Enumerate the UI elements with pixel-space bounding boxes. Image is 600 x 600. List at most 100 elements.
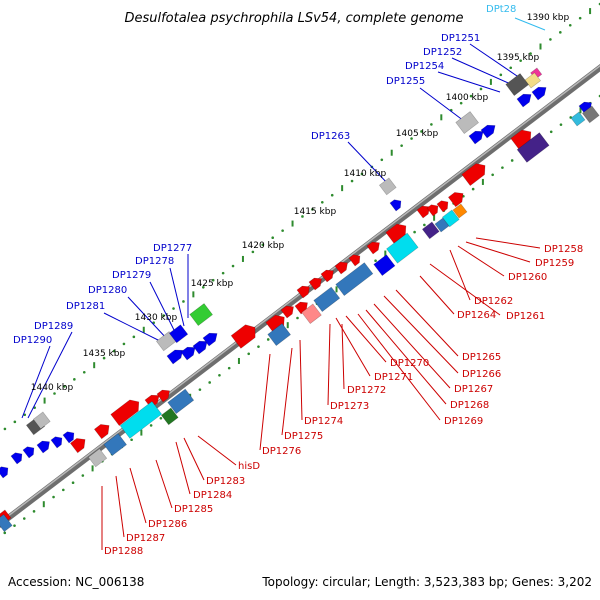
gene-label-dp1264[interactable]: DP1264: [457, 310, 496, 321]
leader-line: [514, 17, 546, 31]
gene-feature: [452, 203, 468, 219]
inner-scale-tick: [247, 352, 251, 356]
map-title: Desulfotalea psychrophila LSv54, complet…: [124, 11, 463, 26]
inner-scale-tick: [130, 438, 133, 442]
outer-scale-tick: [509, 66, 513, 70]
gene-label-dpt28[interactable]: DPt28: [486, 4, 516, 15]
outer-scale-tick: [360, 172, 364, 176]
gene-label-dp1283[interactable]: DP1283: [206, 476, 245, 487]
inner-scale-tick: [62, 488, 65, 492]
gene-feature: [313, 286, 341, 312]
gene-feature: [87, 448, 108, 468]
gene-label-dp1260[interactable]: DP1260: [508, 272, 547, 283]
gene-feature: [308, 277, 322, 291]
leader-line: [103, 312, 167, 345]
gene-label-dp1279[interactable]: DP1279: [112, 270, 151, 281]
gene-label-dp1265[interactable]: DP1265: [462, 352, 501, 363]
gene-label-dp1269[interactable]: DP1269: [444, 416, 483, 427]
gene-feature: [335, 262, 374, 296]
gene-feature: [22, 446, 35, 459]
leader-line: [419, 87, 469, 125]
outer-scale-tick: [201, 285, 205, 289]
gene-label-dp1268[interactable]: DP1268: [450, 400, 489, 411]
leader-lines: [21, 17, 546, 550]
gene-label-dp1267[interactable]: DP1267: [454, 384, 493, 395]
inner-scale-tick: [559, 123, 563, 126]
gene-label-dp1281[interactable]: DP1281: [66, 301, 105, 312]
gene-feature: [389, 199, 402, 212]
gene-label-dp1263[interactable]: DP1263: [311, 131, 350, 142]
leader-line: [335, 317, 371, 377]
scale-label-1400-kbp: 1400 kbp: [446, 93, 489, 103]
scale-label-1420-kbp: 1420 kbp: [242, 241, 285, 251]
leader-line: [457, 245, 505, 277]
gene-feature: [334, 261, 348, 275]
inner-scale-tick: [510, 159, 514, 162]
outer-scale-tick: [162, 314, 165, 317]
outer-scale-tick: [400, 144, 403, 147]
gene-label-dp1259[interactable]: DP1259: [535, 258, 574, 269]
scale-label-1435-kbp: 1435 kbp: [83, 349, 126, 359]
gene-label-dp1252[interactable]: DP1252: [423, 47, 462, 58]
inner-scale-tick: [296, 316, 299, 320]
inner-scale-tick: [218, 373, 221, 377]
gene-feature: [32, 411, 51, 430]
inner-scale-tick: [501, 166, 504, 169]
gene-label-dp1251[interactable]: DP1251: [441, 33, 480, 44]
gene-label-dp1262[interactable]: DP1262: [474, 296, 513, 307]
gene-feature: [516, 93, 532, 108]
gene-feature: [421, 221, 440, 240]
gene-label-dp1278[interactable]: DP1278: [135, 256, 174, 267]
gene-label-dp1254[interactable]: DP1254: [405, 61, 444, 72]
gene-features: [0, 67, 600, 532]
outer-scale-tick: [182, 300, 185, 303]
inner-scale-tick: [491, 173, 494, 177]
gene-label-dp1273[interactable]: DP1273: [330, 401, 369, 412]
outer-scale-tick: [261, 243, 265, 247]
scale-label-1415-kbp: 1415 kbp: [294, 207, 337, 217]
gene-label-dp1288[interactable]: DP1288: [104, 546, 143, 557]
gene-label-dp1277[interactable]: DP1277: [153, 243, 192, 254]
gene-label-dp1271[interactable]: DP1271: [374, 372, 413, 383]
gene-label-dp1285[interactable]: DP1285: [174, 504, 213, 515]
gene-label-dp1275[interactable]: DP1275: [284, 431, 323, 442]
gene-feature: [436, 200, 449, 213]
inner-scale-tick: [22, 517, 26, 520]
gene-label-dp1261[interactable]: DP1261: [506, 311, 545, 322]
gene-label-dp1255[interactable]: DP1255: [386, 76, 425, 87]
outer-scale-tick: [172, 307, 175, 310]
inner-scale-tick: [13, 524, 16, 527]
gene-feature: [166, 349, 184, 365]
outer-scale-tick: [568, 23, 572, 27]
gene-feature: [455, 111, 479, 134]
gene-label-dp1274[interactable]: DP1274: [304, 416, 343, 427]
scale-label-1405-kbp: 1405 kbp: [396, 129, 439, 139]
gene-label-dp1286[interactable]: DP1286: [148, 519, 187, 530]
gene-label-dp1290[interactable]: DP1290: [13, 335, 52, 346]
leader-line: [475, 237, 541, 249]
outer-scale-tick: [320, 200, 324, 204]
gene-label-dp1287[interactable]: DP1287: [126, 533, 165, 544]
leader-line: [449, 249, 471, 301]
outer-scale-tick: [13, 420, 17, 424]
gene-label-dp1270[interactable]: DP1270: [390, 358, 429, 369]
leader-line: [27, 331, 73, 419]
gene-feature: [62, 431, 75, 444]
gene-feature: [510, 129, 532, 150]
outer-scale-tick: [420, 130, 423, 133]
outer-scale-tick: [122, 342, 126, 346]
gene-label-dp1276[interactable]: DP1276: [262, 446, 301, 457]
gene-label-dp1258[interactable]: DP1258: [544, 244, 583, 255]
inner-scale-tick: [3, 531, 7, 535]
gene-feature: [156, 389, 170, 403]
leader-line: [21, 345, 51, 419]
gene-label-dp1280[interactable]: DP1280: [88, 285, 127, 296]
gene-label-dp1284[interactable]: DP1284: [193, 490, 232, 501]
gene-feature: [480, 124, 496, 139]
leader-line: [429, 263, 501, 316]
gene-feature: [280, 305, 294, 319]
gene-label-dp1289[interactable]: DP1289: [34, 321, 73, 332]
gene-label-dp1272[interactable]: DP1272: [347, 385, 386, 396]
gene-label-dp1266[interactable]: DP1266: [462, 369, 501, 380]
gene-label-hisd[interactable]: hisD: [238, 461, 260, 472]
